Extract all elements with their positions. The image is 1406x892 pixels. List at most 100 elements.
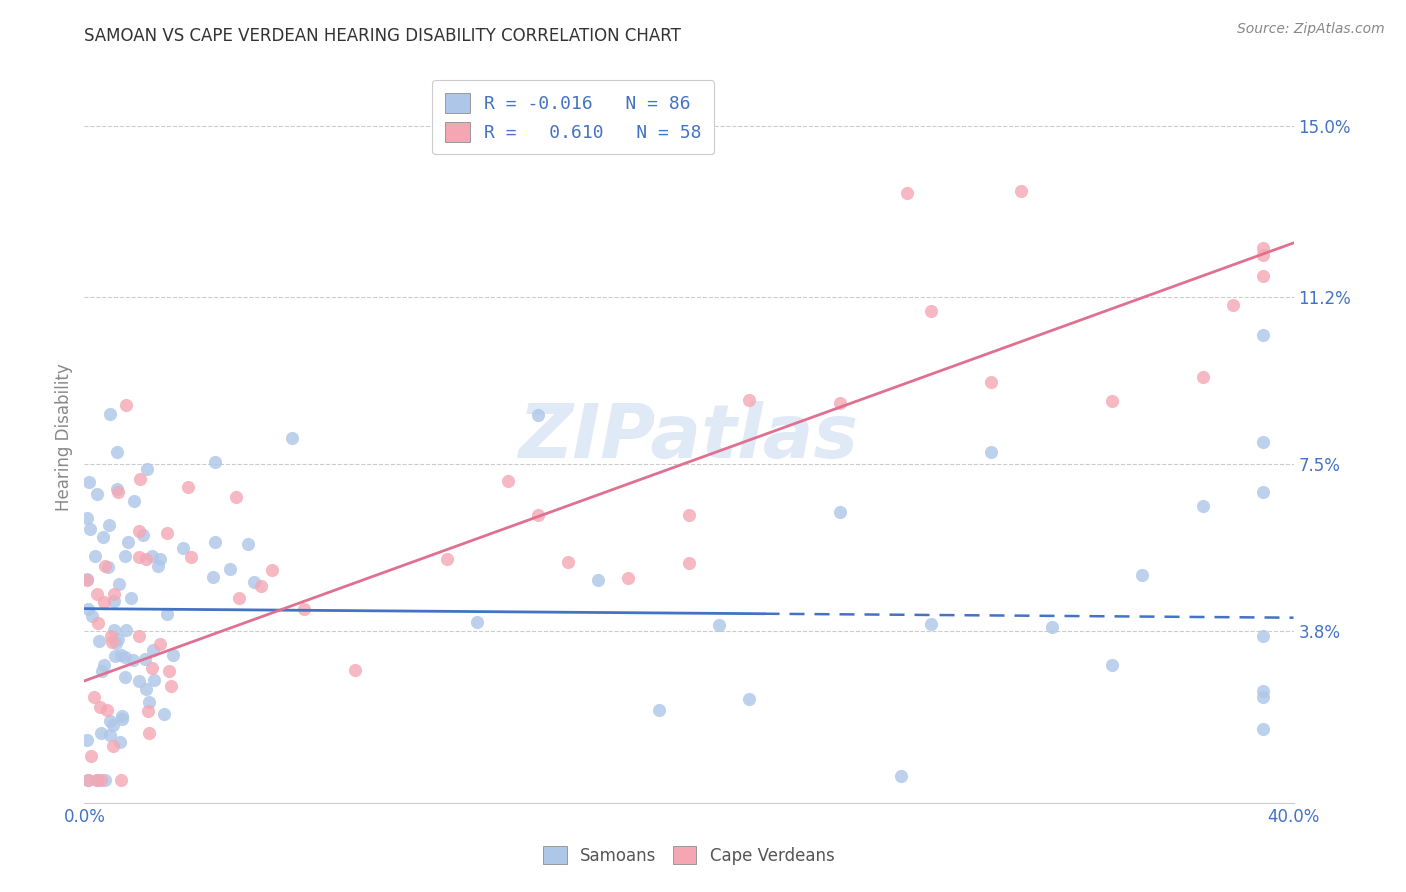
Point (1191, 499, 1213, 513)
Point (526, 508, 548, 522)
Point (135, 682, 157, 697)
Point (97, 559, 120, 574)
Point (103, 624, 125, 638)
Point (526, 408, 548, 422)
Point (76, 511, 98, 525)
Point (678, 508, 700, 522)
Point (890, 769, 912, 783)
Point (588, 574, 610, 588)
Point (436, 552, 458, 566)
Point (87, 616, 110, 631)
Point (115, 623, 138, 637)
Point (98, 518, 121, 533)
Point (830, 505, 852, 519)
Point (117, 534, 139, 549)
Point (94, 773, 117, 788)
Point (84, 549, 107, 564)
Point (1040, 620, 1063, 634)
Point (108, 735, 131, 749)
Point (149, 637, 172, 651)
Point (77, 475, 100, 490)
Point (103, 718, 125, 732)
Point (1251, 327, 1274, 342)
Text: Source: ZipAtlas.com: Source: ZipAtlas.com (1237, 22, 1385, 37)
Point (1191, 370, 1213, 384)
Point (138, 726, 160, 740)
Point (98, 714, 121, 729)
Point (94, 559, 117, 574)
Point (678, 556, 700, 570)
Point (1251, 684, 1274, 698)
Point (180, 549, 202, 564)
Point (100, 629, 122, 643)
Point (162, 648, 184, 662)
Point (77, 601, 100, 615)
Point (98, 407, 121, 421)
Point (202, 570, 225, 584)
Point (1101, 658, 1123, 673)
Point (176, 480, 198, 494)
Point (86, 773, 108, 788)
Y-axis label: Hearing Disability: Hearing Disability (55, 363, 73, 511)
Point (160, 679, 183, 693)
Point (156, 525, 179, 540)
Point (1251, 248, 1274, 262)
Point (896, 186, 918, 201)
Point (90, 773, 112, 788)
Point (128, 524, 150, 538)
Point (129, 472, 152, 486)
Point (103, 587, 125, 601)
Point (1251, 435, 1274, 450)
Point (120, 591, 142, 605)
Point (1251, 241, 1274, 255)
Point (141, 661, 163, 675)
Point (1222, 298, 1244, 312)
Point (110, 648, 132, 662)
Point (86, 586, 108, 600)
Point (1010, 184, 1032, 198)
Point (1251, 484, 1274, 499)
Point (496, 474, 519, 488)
Point (107, 577, 129, 591)
Point (467, 615, 489, 629)
Point (292, 602, 315, 616)
Point (111, 709, 134, 723)
Point (100, 729, 122, 743)
Point (103, 593, 125, 607)
Point (80, 748, 103, 763)
Point (281, 431, 304, 445)
Point (142, 643, 165, 657)
Point (920, 616, 942, 631)
Point (738, 392, 761, 407)
Point (138, 694, 160, 708)
Point (135, 552, 157, 566)
Point (980, 445, 1002, 459)
Point (134, 651, 156, 665)
Point (124, 493, 146, 508)
Point (228, 591, 250, 605)
Point (219, 562, 242, 576)
Point (76, 732, 98, 747)
Point (128, 549, 150, 564)
Point (236, 537, 259, 551)
Point (135, 462, 157, 476)
Point (149, 552, 172, 566)
Point (128, 674, 150, 689)
Point (91, 664, 114, 678)
Point (136, 704, 159, 718)
Text: SAMOAN VS CAPE VERDEAN HEARING DISABILITY CORRELATION CHART: SAMOAN VS CAPE VERDEAN HEARING DISABILIT… (84, 27, 682, 45)
Point (709, 618, 731, 632)
Point (1251, 268, 1274, 283)
Point (153, 707, 176, 722)
Point (77, 773, 100, 788)
Point (1251, 722, 1274, 736)
Point (647, 703, 671, 717)
Point (77, 773, 100, 788)
Point (557, 555, 579, 569)
Point (172, 541, 194, 555)
Point (82, 608, 104, 623)
Point (105, 445, 128, 459)
Point (157, 665, 180, 679)
Point (262, 563, 284, 577)
Point (1251, 690, 1274, 705)
